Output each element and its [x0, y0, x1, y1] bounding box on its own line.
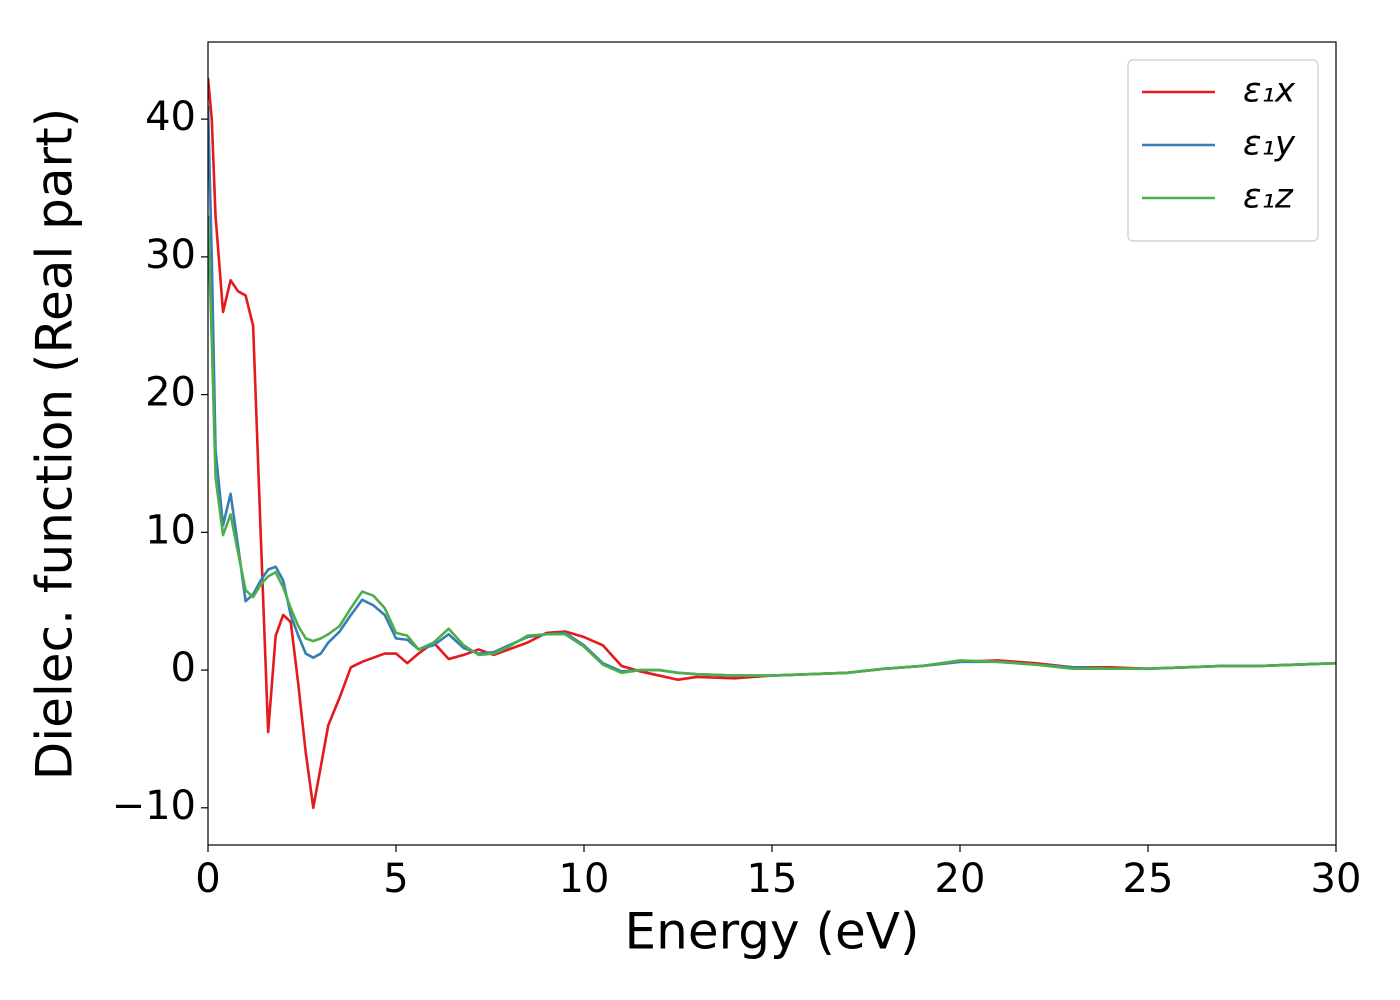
series-line	[208, 215, 1336, 677]
x-tick-label: 20	[935, 856, 986, 902]
plot-frame	[207, 41, 1337, 846]
legend-label: ε₁z	[1243, 177, 1294, 217]
y-tick-label: −10	[112, 783, 196, 829]
x-tick-label: 10	[559, 856, 610, 902]
y-tick-label: 40	[145, 94, 196, 140]
y-tick-label: 10	[145, 507, 196, 553]
y-tick-label: 20	[145, 370, 196, 416]
y-tick-label: 30	[145, 232, 196, 278]
x-tick-label: 15	[747, 856, 798, 902]
x-tick-label: 0	[195, 856, 220, 902]
legend-label: ε₁y	[1243, 124, 1296, 164]
y-axis-label: Dielec. function (Real part)	[26, 108, 84, 780]
x-tick-label: 30	[1311, 856, 1362, 902]
y-tick-label: 0	[171, 645, 196, 691]
x-tick-label: 5	[383, 856, 408, 902]
legend-label: ε₁x	[1243, 71, 1296, 111]
x-tick-label: 25	[1123, 856, 1174, 902]
x-axis-label: Energy (eV)	[625, 903, 920, 961]
legend-box	[1127, 59, 1319, 242]
